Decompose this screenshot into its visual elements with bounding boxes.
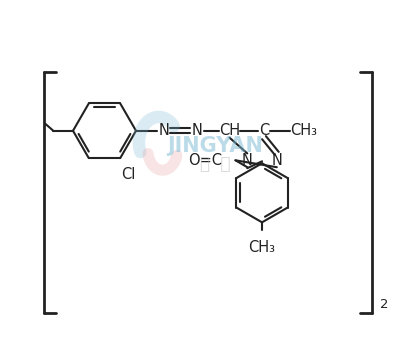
Text: C: C — [259, 123, 269, 138]
Text: CH: CH — [219, 123, 240, 138]
Text: CH₃: CH₃ — [290, 123, 317, 138]
Text: Cl: Cl — [121, 167, 136, 182]
Text: JINGYAN: JINGYAN — [167, 136, 263, 156]
Text: N: N — [271, 153, 282, 168]
Text: N: N — [192, 123, 202, 138]
Text: N: N — [242, 153, 253, 168]
Text: CH₃: CH₃ — [248, 240, 276, 255]
Text: 精  颜: 精 颜 — [200, 155, 230, 173]
Text: N: N — [158, 123, 169, 138]
Text: O=C: O=C — [188, 153, 222, 168]
Text: 2: 2 — [380, 298, 389, 311]
